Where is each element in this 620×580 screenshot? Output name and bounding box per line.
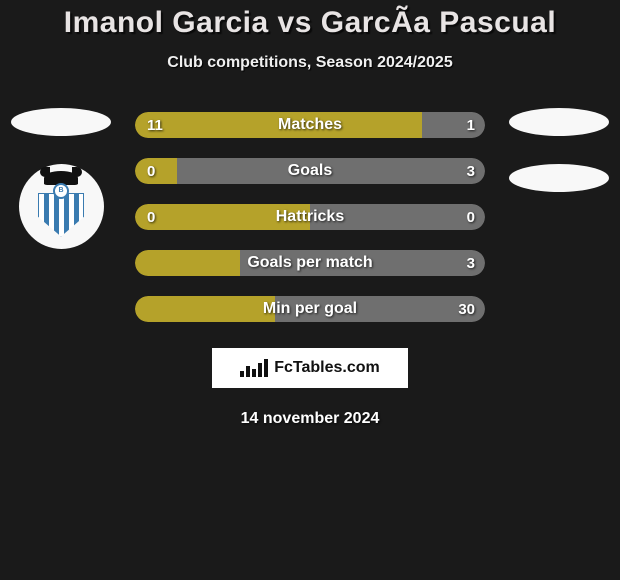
subtitle: Club competitions, Season 2024/2025 [0, 54, 620, 72]
player-logo-left [11, 108, 111, 136]
bar-chart-icon [240, 359, 268, 377]
stat-bar-left [135, 158, 177, 184]
stat-bars: 11 Matches 1 0 Goals 3 0 Hattricks 0 [135, 112, 485, 322]
stat-bar-right [240, 250, 485, 276]
date-text: 14 november 2024 [0, 410, 620, 428]
stat-row: 0 Hattricks 0 [135, 204, 485, 230]
stat-bar-left [135, 204, 310, 230]
stat-bar-left [135, 112, 422, 138]
stat-bar-left [135, 250, 240, 276]
club-badge-left: B [19, 164, 104, 249]
page-title: Imanol Garcia vs GarcÃ­a Pascual [0, 6, 620, 40]
comparison-card: Imanol Garcia vs GarcÃ­a Pascual Club co… [0, 0, 620, 428]
stat-row: 0 Goals 3 [135, 158, 485, 184]
club-crest-icon: B [35, 173, 87, 241]
stat-row: Min per goal 30 [135, 296, 485, 322]
stat-row: 11 Matches 1 [135, 112, 485, 138]
stat-bar-left [135, 296, 275, 322]
player-logo-right [509, 108, 609, 136]
comparison-grid: B 11 Matches 1 0 Goals 3 [0, 112, 620, 322]
stat-bar-right [422, 112, 485, 138]
source-badge: FcTables.com [212, 348, 408, 388]
left-side-column: B [6, 108, 116, 249]
source-text: FcTables.com [274, 359, 380, 377]
right-side-column [504, 108, 614, 192]
club-logo-right [509, 164, 609, 192]
stat-bar-right [177, 158, 485, 184]
stat-row: Goals per match 3 [135, 250, 485, 276]
stat-bar-right [310, 204, 485, 230]
stat-bar-right [275, 296, 485, 322]
